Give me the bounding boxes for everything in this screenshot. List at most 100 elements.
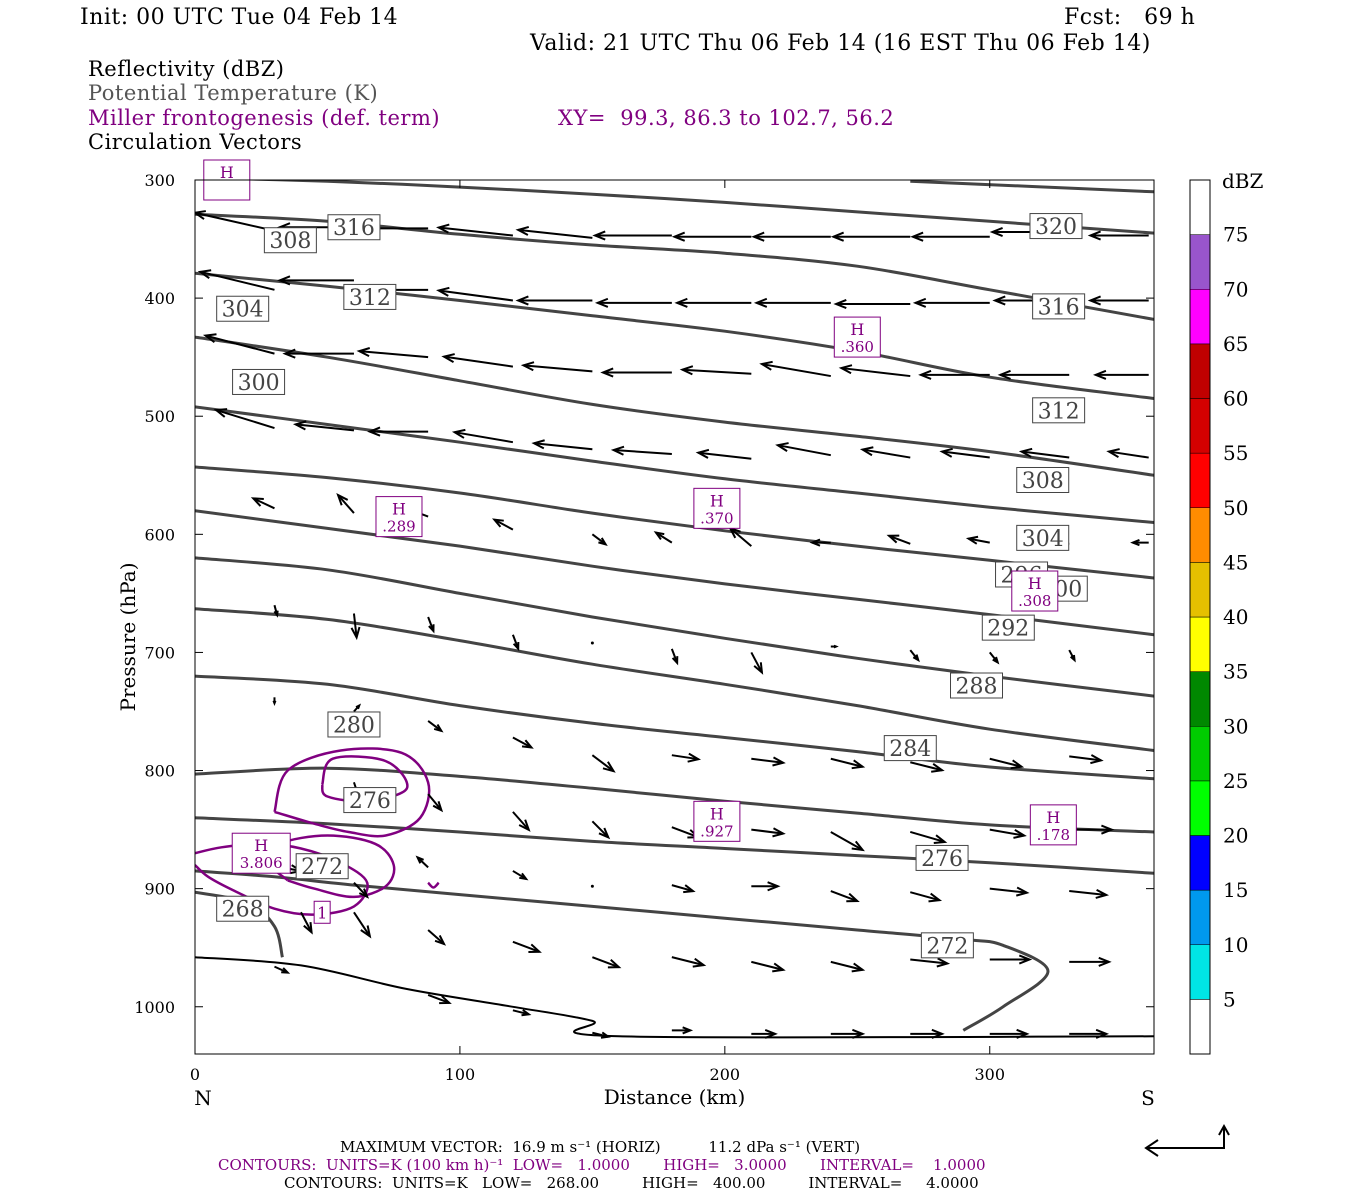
circulation-vector bbox=[671, 1026, 694, 1035]
circulation-vector bbox=[750, 651, 764, 675]
colorbar-segment bbox=[1189, 616, 1211, 672]
footer-contours-theta: CONTOURS: UNITS=K LOW= 268.00 HIGH= 400.… bbox=[284, 1174, 979, 1192]
circulation-vector bbox=[427, 720, 444, 733]
circulation-vector bbox=[610, 445, 672, 456]
valid-time: Valid: 21 UTC Thu 06 Feb 14 (16 EST Thu … bbox=[530, 31, 1151, 56]
circulation-vector bbox=[989, 828, 1027, 839]
circulation-vector bbox=[512, 811, 531, 832]
theta-contour-288 bbox=[195, 607, 1154, 752]
svg-text:320: 320 bbox=[1035, 215, 1077, 240]
svg-text:312: 312 bbox=[349, 286, 391, 311]
colorbar-tick-label: 35 bbox=[1223, 660, 1248, 684]
y-tick-label: 600 bbox=[144, 525, 175, 544]
circulation-vector bbox=[515, 225, 593, 239]
colorbar-segment bbox=[1189, 671, 1211, 727]
colorbar-segment bbox=[1189, 507, 1211, 563]
theta-label-304: 304 bbox=[1016, 524, 1070, 552]
colorbar-segment bbox=[1189, 398, 1211, 454]
colorbar-segment bbox=[1189, 234, 1211, 290]
circulation-vector bbox=[809, 538, 831, 547]
circulation-vector bbox=[277, 275, 354, 286]
circulation-vector bbox=[830, 757, 866, 770]
svg-text:316: 316 bbox=[1038, 295, 1080, 320]
circulation-vector bbox=[653, 531, 673, 544]
circulation-vector bbox=[751, 960, 786, 973]
circulation-vector bbox=[1087, 295, 1149, 306]
circulation-vector bbox=[415, 855, 429, 869]
svg-text:3.806: 3.806 bbox=[240, 854, 283, 872]
svg-text:H: H bbox=[220, 163, 234, 182]
svg-text:.308: .308 bbox=[1018, 592, 1051, 610]
colorbar-segment bbox=[1189, 889, 1211, 945]
circulation-vector bbox=[989, 886, 1030, 897]
footer-contours-fronto: CONTOURS: UNITS=K (100 km h)⁻¹ LOW= 1.00… bbox=[218, 1156, 986, 1174]
circulation-vector bbox=[886, 534, 911, 545]
colorbar-segment bbox=[1189, 452, 1211, 508]
svg-text:268: 268 bbox=[222, 898, 264, 923]
circulation-vector bbox=[531, 439, 593, 451]
circulation-vector bbox=[859, 446, 911, 459]
circulation-vector bbox=[1069, 956, 1112, 967]
svg-text:H: H bbox=[710, 804, 724, 823]
circulation-vector bbox=[910, 761, 945, 773]
svg-text:H: H bbox=[392, 500, 406, 519]
circulation-vector bbox=[591, 820, 611, 840]
svg-text:304: 304 bbox=[222, 298, 264, 323]
circulation-vector bbox=[1069, 754, 1104, 765]
theta-contour-308 bbox=[195, 335, 1154, 477]
svg-text:H: H bbox=[710, 491, 724, 510]
circulation-vector bbox=[939, 447, 990, 459]
svg-text:.289: .289 bbox=[382, 518, 415, 536]
cross-section-endpoints: XY= 99.3, 86.3 to 102.7, 56.2 bbox=[558, 106, 895, 130]
circulation-vector bbox=[671, 752, 702, 763]
terrain-line bbox=[195, 956, 1154, 1039]
svg-text:H: H bbox=[254, 836, 268, 855]
theta-label-276: 276 bbox=[343, 787, 397, 814]
fronto-maximum: H.178 bbox=[1029, 804, 1077, 846]
svg-text:.360: .360 bbox=[841, 338, 874, 356]
theta-contour-272 bbox=[195, 869, 1050, 1032]
circulation-vector bbox=[590, 884, 594, 888]
fronto-maximum: H3.806 bbox=[231, 832, 291, 874]
circulation-vector bbox=[292, 420, 355, 432]
colorbar-title: dBZ bbox=[1222, 169, 1264, 193]
colorbar-tick-label: 25 bbox=[1223, 769, 1248, 793]
colorbar-tick-label: 30 bbox=[1223, 714, 1248, 738]
circulation-vector bbox=[353, 911, 372, 939]
theta-label-304: 304 bbox=[216, 295, 270, 323]
circulation-vector bbox=[353, 882, 370, 899]
theta-label-300: 300 bbox=[232, 368, 286, 396]
field-miller-frontogenesis: Miller frontogenesis (def. term) bbox=[88, 106, 441, 130]
theta-label-312: 312 bbox=[1032, 397, 1086, 424]
reference-vector-icon bbox=[1144, 1123, 1230, 1157]
circulation-vector bbox=[1069, 888, 1110, 899]
circulation-vector bbox=[751, 756, 786, 767]
circulation-vector bbox=[512, 736, 534, 749]
svg-text:272: 272 bbox=[926, 934, 968, 959]
field-potential-temperature: Potential Temperature (K) bbox=[88, 81, 379, 105]
svg-text:276: 276 bbox=[921, 847, 963, 872]
circulation-vector bbox=[674, 297, 752, 308]
circulation-vector bbox=[272, 697, 277, 707]
svg-text:284: 284 bbox=[889, 737, 931, 762]
svg-text:300: 300 bbox=[238, 371, 280, 396]
circulation-vector bbox=[989, 954, 1033, 965]
colorbar-tick-label: 60 bbox=[1223, 387, 1248, 411]
circulation-vector bbox=[273, 604, 279, 618]
circulation-vector bbox=[830, 1028, 866, 1039]
colorbar-tick-label: 15 bbox=[1223, 878, 1248, 902]
y-tick-label: 500 bbox=[144, 407, 175, 426]
circulation-vector bbox=[1018, 447, 1070, 459]
x-tick-label: 200 bbox=[710, 1065, 741, 1084]
circulation-vector bbox=[909, 830, 948, 845]
circulation-vector bbox=[1093, 369, 1149, 380]
circulation-vector bbox=[250, 497, 275, 510]
colorbar-frame bbox=[1189, 179, 1211, 1055]
y-tick-label: 900 bbox=[144, 880, 175, 899]
svg-text:H: H bbox=[1046, 808, 1060, 827]
colorbar-segment bbox=[1189, 726, 1211, 782]
circulation-vector bbox=[830, 644, 839, 649]
colorbar-segment bbox=[1189, 179, 1211, 235]
north-end-label: N bbox=[194, 1086, 212, 1110]
circulation-vector bbox=[997, 369, 1070, 380]
